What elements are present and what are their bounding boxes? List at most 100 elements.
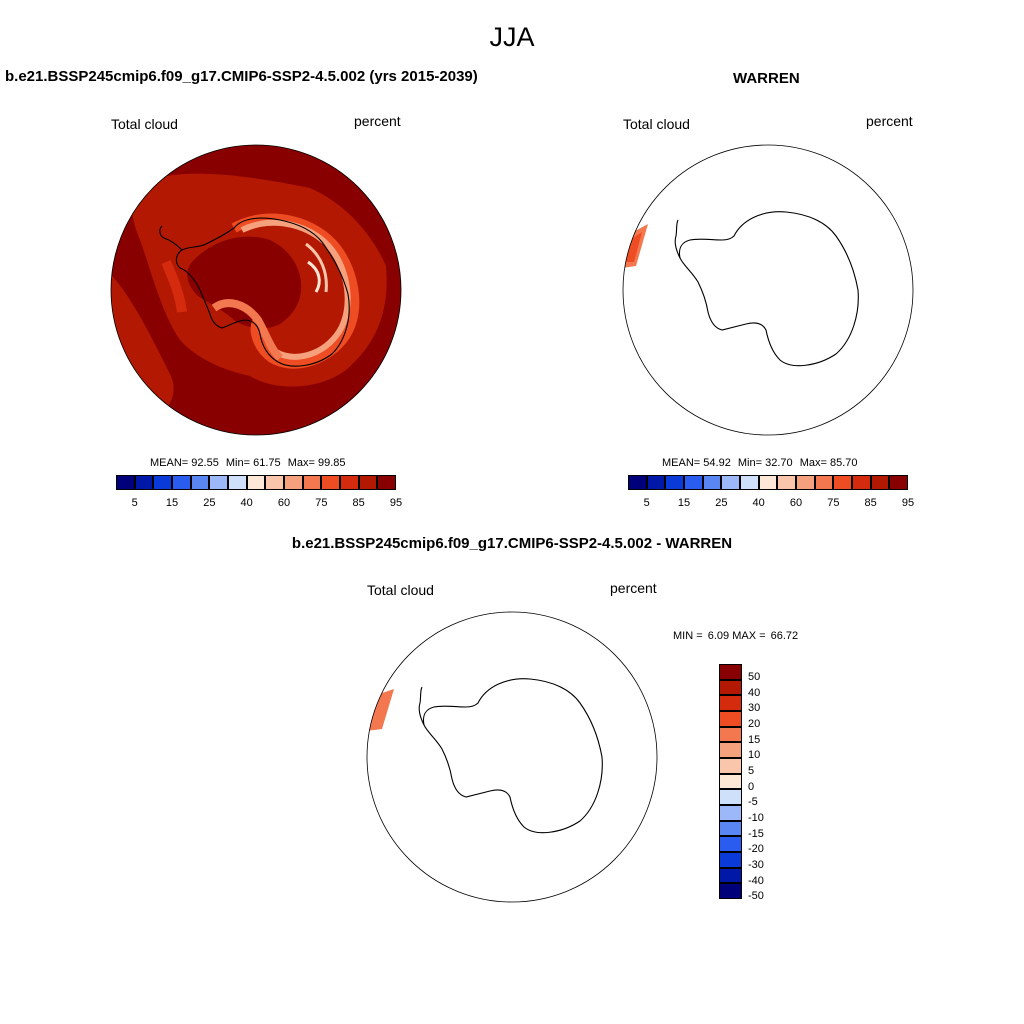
panel-1-colorbar-box bbox=[116, 475, 135, 490]
panel-3-colorbar bbox=[719, 664, 742, 899]
panel-2-colorbar-box bbox=[740, 475, 759, 490]
panel-2-title: WARREN bbox=[733, 70, 800, 87]
panel-3-colorbar-label: 30 bbox=[748, 702, 761, 715]
panel-2-colorbar-box bbox=[684, 475, 703, 490]
panel-2-coastline bbox=[678, 211, 859, 367]
panel-1-colorbar-label: 75 bbox=[315, 497, 328, 509]
panel-2-colorbar-box bbox=[889, 475, 908, 490]
panel-3-field-patch bbox=[367, 689, 394, 731]
panel-3-colorbar-label: 20 bbox=[748, 717, 761, 730]
panel-1-min-value: 61.75 bbox=[253, 457, 281, 469]
panel-2-colorbar-label: 60 bbox=[789, 497, 803, 509]
panel-3-colorbar-box bbox=[719, 805, 742, 821]
panel-2-colorbar-box bbox=[721, 475, 740, 490]
panel-1-colorbar-label: 15 bbox=[165, 497, 179, 509]
panel-3-min-value: 6.09 bbox=[707, 630, 730, 642]
panel-1-colorbar-box bbox=[265, 475, 284, 490]
panel-3-colorbar-box bbox=[719, 852, 742, 868]
panel-2-map bbox=[622, 144, 914, 436]
panel-1-map bbox=[110, 144, 402, 436]
panel-3-colorbar-label: -20 bbox=[748, 843, 764, 856]
panel-3-map bbox=[366, 611, 658, 903]
panel-2-peninsula bbox=[674, 219, 681, 259]
panel-1-map-border bbox=[110, 144, 402, 436]
panel-3-colorbar-box bbox=[719, 789, 742, 805]
panel-3-colorbar-label: -50 bbox=[748, 890, 764, 903]
panel-2-colorbar-label: 40 bbox=[752, 497, 765, 509]
panel-2-colorbar-box bbox=[646, 475, 666, 490]
panel-3-min-label: MIN = bbox=[673, 630, 703, 642]
panel-3-colorbar-label: -10 bbox=[748, 811, 764, 824]
panel-3-colorbar-box bbox=[719, 726, 742, 743]
panel-3-colorbar-box bbox=[719, 867, 742, 884]
panel-1-colorbar-box bbox=[228, 475, 247, 490]
panel-3-colorbar-label: -30 bbox=[748, 858, 764, 871]
panel-3-colorbar-label: -15 bbox=[748, 827, 764, 840]
panel-2-colorbar-label: 85 bbox=[864, 497, 877, 509]
panel-3-colorbar-label: 40 bbox=[748, 686, 761, 699]
panel-1-min-label: Min= bbox=[225, 457, 251, 469]
panel-1-stats: MEAN= 92.55 Min= 61.75 Max= 99.85 bbox=[150, 457, 346, 469]
panel-1-field-ring-4 bbox=[307, 260, 321, 293]
panel-2-colorbar-box bbox=[628, 475, 647, 490]
panel-2-colorbar-box bbox=[702, 475, 722, 490]
panel-1-colorbar-label: 40 bbox=[240, 497, 253, 509]
panel-1-field-ring-1 bbox=[231, 213, 360, 369]
panel-1-mean-value: 92.55 bbox=[191, 457, 219, 469]
panel-3-colorbar-label: 5 bbox=[748, 764, 755, 777]
panel-3-colorbar-box bbox=[719, 758, 742, 774]
panel-3-peninsula bbox=[418, 686, 425, 726]
panel-3-colorbar-box bbox=[719, 883, 742, 899]
panel-1-colorbar-labels: 5 15 25 40 60 75 85 95 bbox=[116, 497, 403, 511]
panel-3-colorbar-label: 50 bbox=[748, 670, 761, 683]
panel-3-max-value: 66.72 bbox=[770, 630, 799, 642]
panel-2-colorbar-labels: 5 15 25 40 60 75 85 95 bbox=[628, 497, 915, 511]
panel-3-colorbar-box bbox=[719, 711, 742, 727]
panel-2-min-value: 32.70 bbox=[765, 457, 793, 469]
panel-2-stats: MEAN= 54.92 Min= 32.70 Max= 85.70 bbox=[662, 457, 858, 469]
panel-3-map-border bbox=[366, 611, 658, 903]
panel-1-title: b.e21.BSSP245cmip6.f09_g17.CMIP6-SSP2-4.… bbox=[5, 68, 478, 85]
panel-2-colorbar-label: 95 bbox=[901, 497, 915, 509]
panel-2-colorbar-box bbox=[814, 475, 834, 490]
panel-1-field-ring-2 bbox=[240, 219, 351, 360]
panel-2-colorbar-box bbox=[777, 475, 796, 490]
panel-3-colorbar-box bbox=[719, 664, 742, 680]
panel-1-field-peninsula-band bbox=[161, 260, 187, 313]
panel-3-stats: MIN = 6.09 MAX = 66.72 bbox=[673, 630, 798, 642]
panel-1-colorbar-box bbox=[172, 475, 191, 490]
panel-1-colorbar-box bbox=[377, 475, 396, 490]
panel-2-colorbar-label: 5 bbox=[643, 497, 650, 509]
panel-3-coastline bbox=[422, 678, 603, 834]
panel-2-colorbar-label: 75 bbox=[827, 497, 840, 509]
panel-3-colorbar-box bbox=[719, 836, 742, 852]
panel-1-colorbar-box bbox=[134, 475, 154, 490]
panel-2-colorbar-box bbox=[758, 475, 778, 490]
panel-2-units: percent bbox=[866, 113, 913, 129]
panel-1-max-label: Max= bbox=[287, 457, 315, 469]
panel-1-colorbar bbox=[116, 475, 396, 490]
panel-1-colorbar-label: 25 bbox=[203, 497, 216, 509]
panel-3-colorbar-label: -5 bbox=[748, 796, 758, 809]
panel-3-colorbar-label: 15 bbox=[748, 733, 761, 746]
panel-3-variable: Total cloud bbox=[367, 582, 434, 598]
panel-3-colorbar-label: 10 bbox=[748, 749, 761, 762]
panel-2-max-value: 85.70 bbox=[829, 457, 858, 469]
panel-3-colorbar-labels: 50 40 30 20 15 10 5 0 -5 -10 -15 -20 -30 -40 -50 bbox=[748, 664, 788, 903]
panel-2-map-border bbox=[622, 144, 914, 436]
panel-1-colorbar-box bbox=[358, 475, 378, 490]
panel-1-colorbar-box bbox=[284, 475, 303, 490]
panel-2-colorbar-box bbox=[833, 475, 852, 490]
panel-2-colorbar-box bbox=[665, 475, 684, 490]
panel-2-colorbar-label: 15 bbox=[677, 497, 691, 509]
panel-2-variable: Total cloud bbox=[623, 116, 690, 132]
panel-3-colorbar-box bbox=[719, 695, 742, 711]
panel-1-colorbar-label: 85 bbox=[352, 497, 365, 509]
panel-1-variable: Total cloud bbox=[111, 116, 178, 132]
panel-2-colorbar-label: 25 bbox=[715, 497, 728, 509]
panel-1-peninsula bbox=[159, 225, 183, 251]
panel-1-colorbar-box bbox=[340, 475, 359, 490]
panel-2-field-patch-inner bbox=[626, 232, 642, 262]
panel-3-max-label: MAX = bbox=[732, 630, 766, 642]
panel-3-units: percent bbox=[610, 580, 657, 596]
